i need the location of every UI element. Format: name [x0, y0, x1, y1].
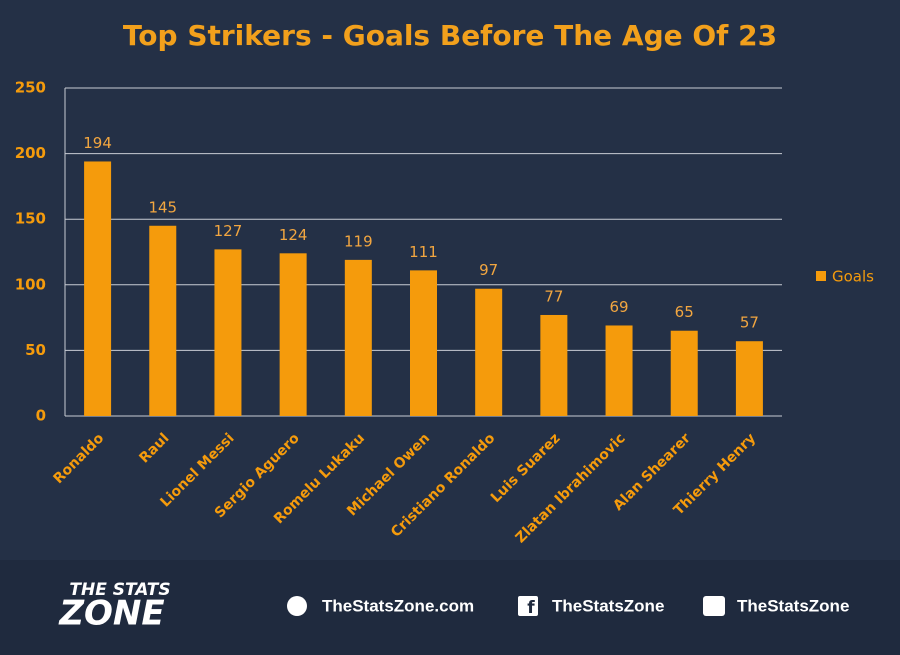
- bar: [605, 325, 633, 416]
- y-tick-label: 200: [15, 144, 46, 162]
- legend-swatch: [816, 271, 826, 281]
- y-tick-label: 50: [25, 341, 46, 359]
- value-label: 111: [409, 243, 438, 261]
- bar: [475, 288, 503, 416]
- value-label: 57: [740, 314, 759, 332]
- twitter-icon: [703, 596, 725, 616]
- logo-bottom: ZONE: [58, 594, 164, 634]
- y-tick-label: 150: [15, 210, 46, 228]
- y-tick-label: 250: [15, 79, 46, 97]
- bar: [735, 341, 763, 416]
- footer-background: [0, 560, 900, 655]
- bar: [84, 161, 112, 416]
- website-link[interactable]: TheStatsZone.com: [322, 596, 474, 615]
- value-label: 77: [544, 287, 563, 305]
- facebook-glyph: f: [527, 598, 535, 618]
- logo-top: THE STATS: [69, 580, 170, 600]
- y-tick-label: 100: [15, 275, 46, 293]
- legend-label: Goals: [832, 268, 874, 286]
- bar: [670, 330, 698, 416]
- y-tick-label: 0: [36, 407, 46, 425]
- value-label: 119: [344, 232, 373, 250]
- value-label: 124: [279, 226, 308, 244]
- value-label: 194: [83, 134, 112, 152]
- chart-title: Top Strikers - Goals Before The Age Of 2…: [123, 19, 777, 52]
- value-label: 127: [214, 222, 243, 240]
- value-label: 65: [675, 303, 694, 321]
- bar: [344, 259, 372, 416]
- value-label: 69: [609, 298, 628, 316]
- bar: [214, 249, 242, 416]
- twitter-link[interactable]: TheStatsZone: [737, 596, 849, 615]
- bar: [149, 225, 177, 416]
- facebook-link[interactable]: TheStatsZone: [552, 596, 664, 615]
- value-label: 145: [148, 198, 177, 216]
- value-label: 97: [479, 261, 498, 279]
- bar: [410, 270, 437, 416]
- bar: [279, 253, 307, 416]
- facebook-icon: [518, 596, 538, 616]
- bar: [540, 314, 568, 416]
- globe-icon: [287, 596, 307, 616]
